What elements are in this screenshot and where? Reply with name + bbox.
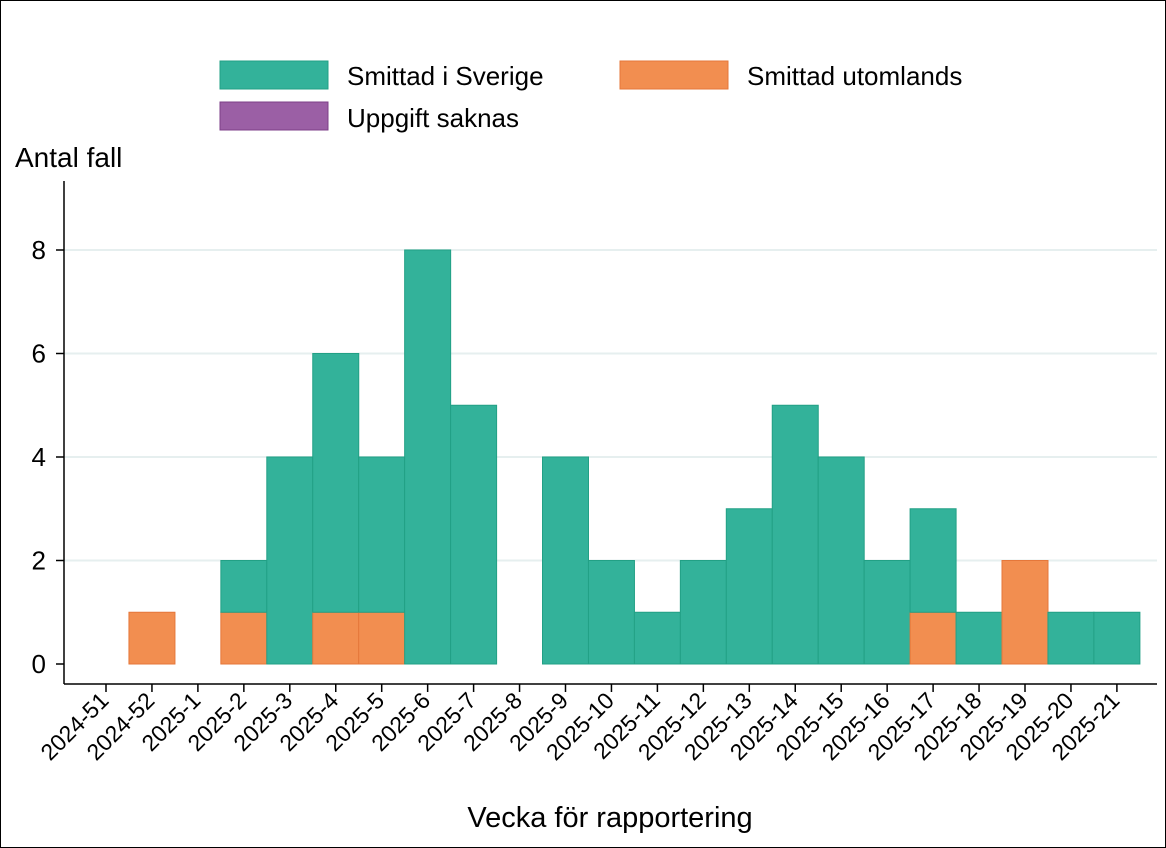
bar-smittad-i-sverige-2025-4 [312,353,360,613]
x-axis-title: Vecka för rapportering [467,802,752,834]
bar-smittad-i-sverige-2025-16 [863,560,911,665]
bar-smittad-i-sverige-2025-13 [725,508,773,665]
bar-smittad-i-sverige-2025-10 [587,560,635,665]
bar-smittad-i-sverige-2025-21 [1093,611,1141,665]
bar-smittad-i-sverige-2025-11 [633,611,681,665]
bar-smittad-i-sverige-2025-5 [358,456,406,613]
y-tick-label-6: 6 [32,339,46,369]
legend-swatch-smittad-i-sverige [219,60,329,90]
bar-smittad-utomlands-2025-17 [909,611,957,665]
legend-label-uppgift-saknas: Uppgift saknas [347,103,519,133]
y-tick-label-0: 0 [32,649,46,679]
y-tick-label-4: 4 [32,442,46,472]
bar-smittad-i-sverige-2025-17 [909,508,957,613]
y-axis-title: Antal fall [15,142,122,173]
bar-smittad-utomlands-2024-52 [128,611,176,665]
bar-smittad-i-sverige-2025-14 [771,404,819,665]
bar-smittad-i-sverige-2025-18 [955,611,1003,665]
y-tick-label-8: 8 [32,235,46,265]
bar-smittad-i-sverige-2025-20 [1047,611,1095,665]
legend-swatch-smittad-utomlands [619,60,729,90]
bar-smittad-utomlands-2025-4 [312,611,360,665]
bar-smittad-i-sverige-2025-15 [817,456,865,665]
legend-swatch-uppgift-saknas [219,101,329,131]
bar-smittad-i-sverige-2025-7 [450,404,498,665]
legend-label-smittad-i-sverige: Smittad i Sverige [347,61,544,91]
bar-smittad-i-sverige-2025-12 [679,560,727,665]
bar-smittad-utomlands-2025-19 [1001,560,1049,665]
bar-smittad-utomlands-2025-5 [358,611,406,665]
bar-smittad-i-sverige-2025-2 [220,560,268,613]
y-tick-label-2: 2 [32,546,46,576]
bar-smittad-i-sverige-2025-6 [404,249,452,665]
bar-smittad-utomlands-2025-2 [220,611,268,665]
bar-smittad-i-sverige-2025-9 [542,456,589,665]
bar-smittad-i-sverige-2025-3 [266,456,314,665]
legend-label-smittad-utomlands: Smittad utomlands [747,61,962,91]
